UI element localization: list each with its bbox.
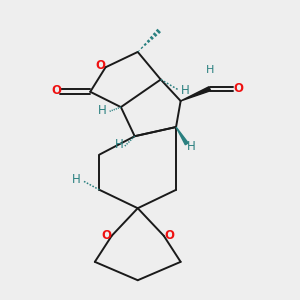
- Text: H: H: [206, 65, 214, 75]
- Polygon shape: [181, 87, 211, 101]
- Text: O: O: [164, 229, 174, 242]
- Text: H: H: [181, 84, 190, 97]
- Text: O: O: [233, 82, 243, 95]
- Text: H: H: [72, 172, 81, 186]
- Text: O: O: [95, 59, 105, 72]
- Text: O: O: [52, 84, 61, 97]
- Polygon shape: [176, 127, 188, 145]
- Text: H: H: [115, 138, 124, 151]
- Text: O: O: [101, 229, 111, 242]
- Text: H: H: [187, 140, 196, 153]
- Text: H: H: [98, 104, 106, 117]
